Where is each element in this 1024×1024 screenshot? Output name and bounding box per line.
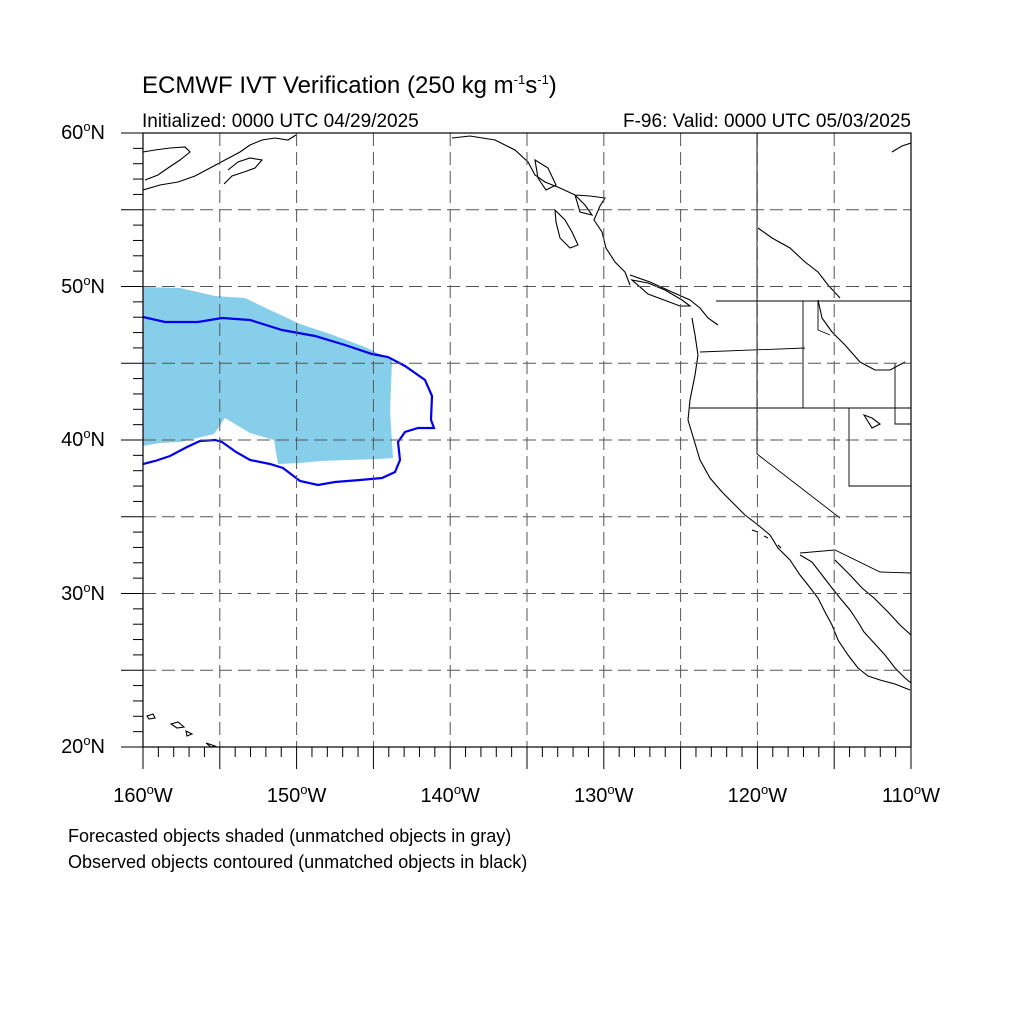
lat-label: 60oN — [61, 119, 105, 144]
forecast-ivt-object — [143, 287, 393, 464]
lat-label: 20oN — [61, 733, 105, 758]
lon-label: 120oW — [727, 782, 788, 807]
axis-ticks — [121, 132, 912, 769]
note-forecast-objects: Forecasted objects shaded (unmatched obj… — [68, 826, 512, 846]
lon-label: 160oW — [113, 782, 173, 807]
valid-time: F-96: Valid: 0000 UTC 05/03/2025 — [623, 111, 911, 132]
lon-label: 140oW — [420, 782, 480, 807]
lat-lon-grid — [143, 133, 911, 747]
initialized-time: Initialized: 0000 UTC 04/29/2025 — [142, 111, 419, 132]
state-borders — [690, 133, 911, 574]
lon-label: 130oW — [574, 782, 634, 807]
lat-label: 50oN — [61, 272, 105, 298]
coastlines — [143, 134, 911, 747]
note-observed-objects: Observed objects contoured (unmatched ob… — [68, 852, 528, 872]
lon-label: 110oW — [881, 782, 940, 807]
lat-label: 40oN — [61, 426, 105, 451]
map-title: ECMWF IVT Verification (250 kg m-1s-1) — [142, 72, 557, 99]
observed-ivt-contour — [143, 315, 436, 487]
lon-label: 150oW — [266, 782, 327, 807]
lat-label: 30oN — [61, 579, 105, 605]
